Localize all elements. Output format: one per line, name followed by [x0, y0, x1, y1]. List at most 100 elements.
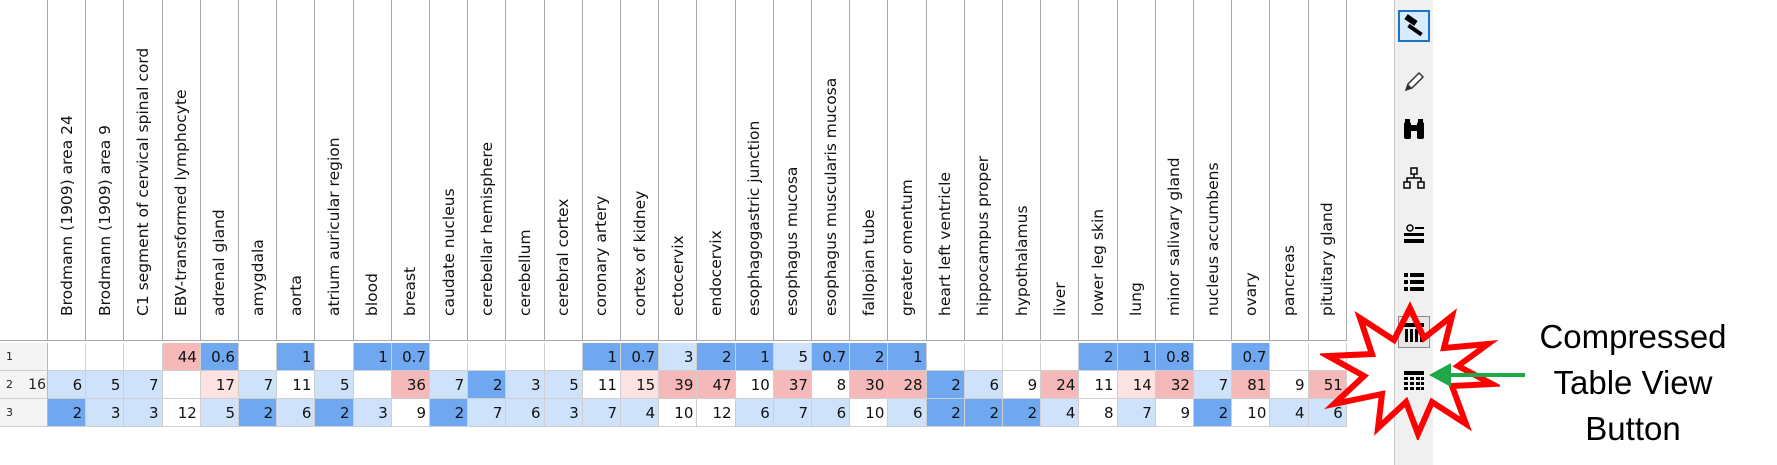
- column-header[interactable]: esophagus muscularis mucosa: [812, 0, 851, 341]
- column-header[interactable]: ovary: [1232, 0, 1271, 341]
- column-header[interactable]: aorta: [277, 0, 316, 341]
- table-cell[interactable]: 3: [544, 399, 583, 427]
- table-cell[interactable]: [48, 343, 87, 371]
- table-cell[interactable]: 6: [48, 371, 87, 399]
- table-cell[interactable]: 30: [850, 371, 889, 399]
- table-cell[interactable]: 10: [1232, 399, 1271, 427]
- table-cell[interactable]: 9: [1270, 371, 1309, 399]
- table-cell[interactable]: 2: [926, 399, 965, 427]
- table-cell[interactable]: 5: [773, 343, 812, 371]
- table-cell[interactable]: 2: [430, 399, 469, 427]
- column-header[interactable]: liver: [1041, 0, 1080, 341]
- table-cell[interactable]: 4: [1041, 399, 1080, 427]
- row-header[interactable]: 3: [0, 399, 48, 427]
- table-cell[interactable]: 3: [506, 371, 545, 399]
- table-cell[interactable]: 2: [48, 399, 87, 427]
- table-cell[interactable]: 5: [544, 371, 583, 399]
- table-cell[interactable]: 6: [964, 371, 1003, 399]
- table-cell[interactable]: 1: [277, 343, 316, 371]
- column-header[interactable]: cerebellar hemisphere: [468, 0, 507, 341]
- column-header[interactable]: Brodmann (1909) area 24: [48, 0, 87, 341]
- table-cell[interactable]: 8: [1079, 399, 1118, 427]
- table-cell[interactable]: 10: [659, 399, 698, 427]
- table-cell[interactable]: [926, 343, 965, 371]
- table-cell[interactable]: [162, 371, 201, 399]
- edit-tool-button[interactable]: [1398, 66, 1430, 98]
- table-cell[interactable]: 1: [582, 343, 621, 371]
- column-header[interactable]: minor salivary gland: [1155, 0, 1194, 341]
- table-cell[interactable]: 4: [621, 399, 660, 427]
- list-view-button[interactable]: [1398, 266, 1430, 298]
- table-cell[interactable]: 7: [1117, 399, 1156, 427]
- column-header[interactable]: coronary artery: [582, 0, 621, 341]
- table-cell[interactable]: 1: [735, 343, 774, 371]
- column-header[interactable]: atrium auricular region: [315, 0, 354, 341]
- column-header[interactable]: esophagus mucosa: [773, 0, 812, 341]
- table-settings-button[interactable]: [1398, 218, 1430, 250]
- table-cell[interactable]: 7: [773, 399, 812, 427]
- column-header[interactable]: pituitary gland: [1308, 0, 1347, 341]
- table-cell[interactable]: [468, 343, 507, 371]
- table-cell[interactable]: [86, 343, 125, 371]
- table-cell[interactable]: 11: [1079, 371, 1118, 399]
- table-cell[interactable]: 7: [468, 399, 507, 427]
- table-cell[interactable]: [353, 371, 392, 399]
- table-cell[interactable]: [506, 343, 545, 371]
- table-cell[interactable]: 1: [353, 343, 392, 371]
- table-cell[interactable]: 2: [1079, 343, 1118, 371]
- column-header[interactable]: hippocampus proper: [964, 0, 1003, 341]
- table-cell[interactable]: [964, 343, 1003, 371]
- column-header[interactable]: cerebral cortex: [544, 0, 583, 341]
- table-cell[interactable]: 24: [1041, 371, 1080, 399]
- table-cell[interactable]: 39: [659, 371, 698, 399]
- row-header[interactable]: 2 16: [0, 371, 48, 399]
- table-cell[interactable]: [315, 343, 354, 371]
- column-header[interactable]: adrenal gland: [200, 0, 239, 341]
- table-cell[interactable]: 12: [697, 399, 736, 427]
- table-cell[interactable]: 0.7: [621, 343, 660, 371]
- table-cell[interactable]: 6: [735, 399, 774, 427]
- table-cell[interactable]: 2: [964, 399, 1003, 427]
- table-cell[interactable]: [430, 343, 469, 371]
- table-cell[interactable]: 4: [1270, 399, 1309, 427]
- table-cell[interactable]: 7: [1194, 371, 1233, 399]
- table-cell[interactable]: 28: [888, 371, 927, 399]
- table-cell[interactable]: 3: [659, 343, 698, 371]
- table-cell[interactable]: 15: [621, 371, 660, 399]
- column-header[interactable]: greater omentum: [888, 0, 927, 341]
- column-header[interactable]: amygdala: [239, 0, 278, 341]
- grid-view-button[interactable]: [1398, 364, 1430, 396]
- table-cell[interactable]: 14: [1117, 371, 1156, 399]
- find-tool-button[interactable]: [1398, 114, 1430, 146]
- table-cell[interactable]: [239, 343, 278, 371]
- column-header[interactable]: hypothalamus: [1003, 0, 1042, 341]
- table-cell[interactable]: 81: [1232, 371, 1271, 399]
- table-cell[interactable]: [1194, 343, 1233, 371]
- row-header[interactable]: 1: [0, 343, 48, 371]
- table-cell[interactable]: 7: [582, 399, 621, 427]
- table-cell[interactable]: 0.7: [812, 343, 851, 371]
- table-cell[interactable]: 6: [277, 399, 316, 427]
- table-cell[interactable]: [1041, 343, 1080, 371]
- column-header[interactable]: EBV-transformed lymphocyte: [162, 0, 201, 341]
- table-cell[interactable]: 2: [850, 343, 889, 371]
- table-cell[interactable]: 6: [812, 399, 851, 427]
- table-cell[interactable]: 6: [888, 399, 927, 427]
- table-cell[interactable]: 2: [239, 399, 278, 427]
- column-header[interactable]: lung: [1117, 0, 1156, 341]
- table-cell[interactable]: 8: [812, 371, 851, 399]
- table-cell[interactable]: [124, 343, 163, 371]
- table-cell[interactable]: 2: [315, 399, 354, 427]
- table-cell[interactable]: 0.7: [391, 343, 430, 371]
- column-header[interactable]: fallopian tube: [850, 0, 889, 341]
- table-cell[interactable]: 0.7: [1232, 343, 1271, 371]
- table-cell[interactable]: 5: [315, 371, 354, 399]
- table-cell[interactable]: 9: [391, 399, 430, 427]
- column-header[interactable]: Brodmann (1909) area 9: [86, 0, 125, 341]
- table-cell[interactable]: 2: [1194, 399, 1233, 427]
- table-cell[interactable]: 44: [162, 343, 201, 371]
- column-header[interactable]: endocervix: [697, 0, 736, 341]
- table-cell[interactable]: 5: [86, 371, 125, 399]
- column-header[interactable]: C1 segment of cervical spinal cord: [124, 0, 163, 341]
- column-header[interactable]: ectocervix: [659, 0, 698, 341]
